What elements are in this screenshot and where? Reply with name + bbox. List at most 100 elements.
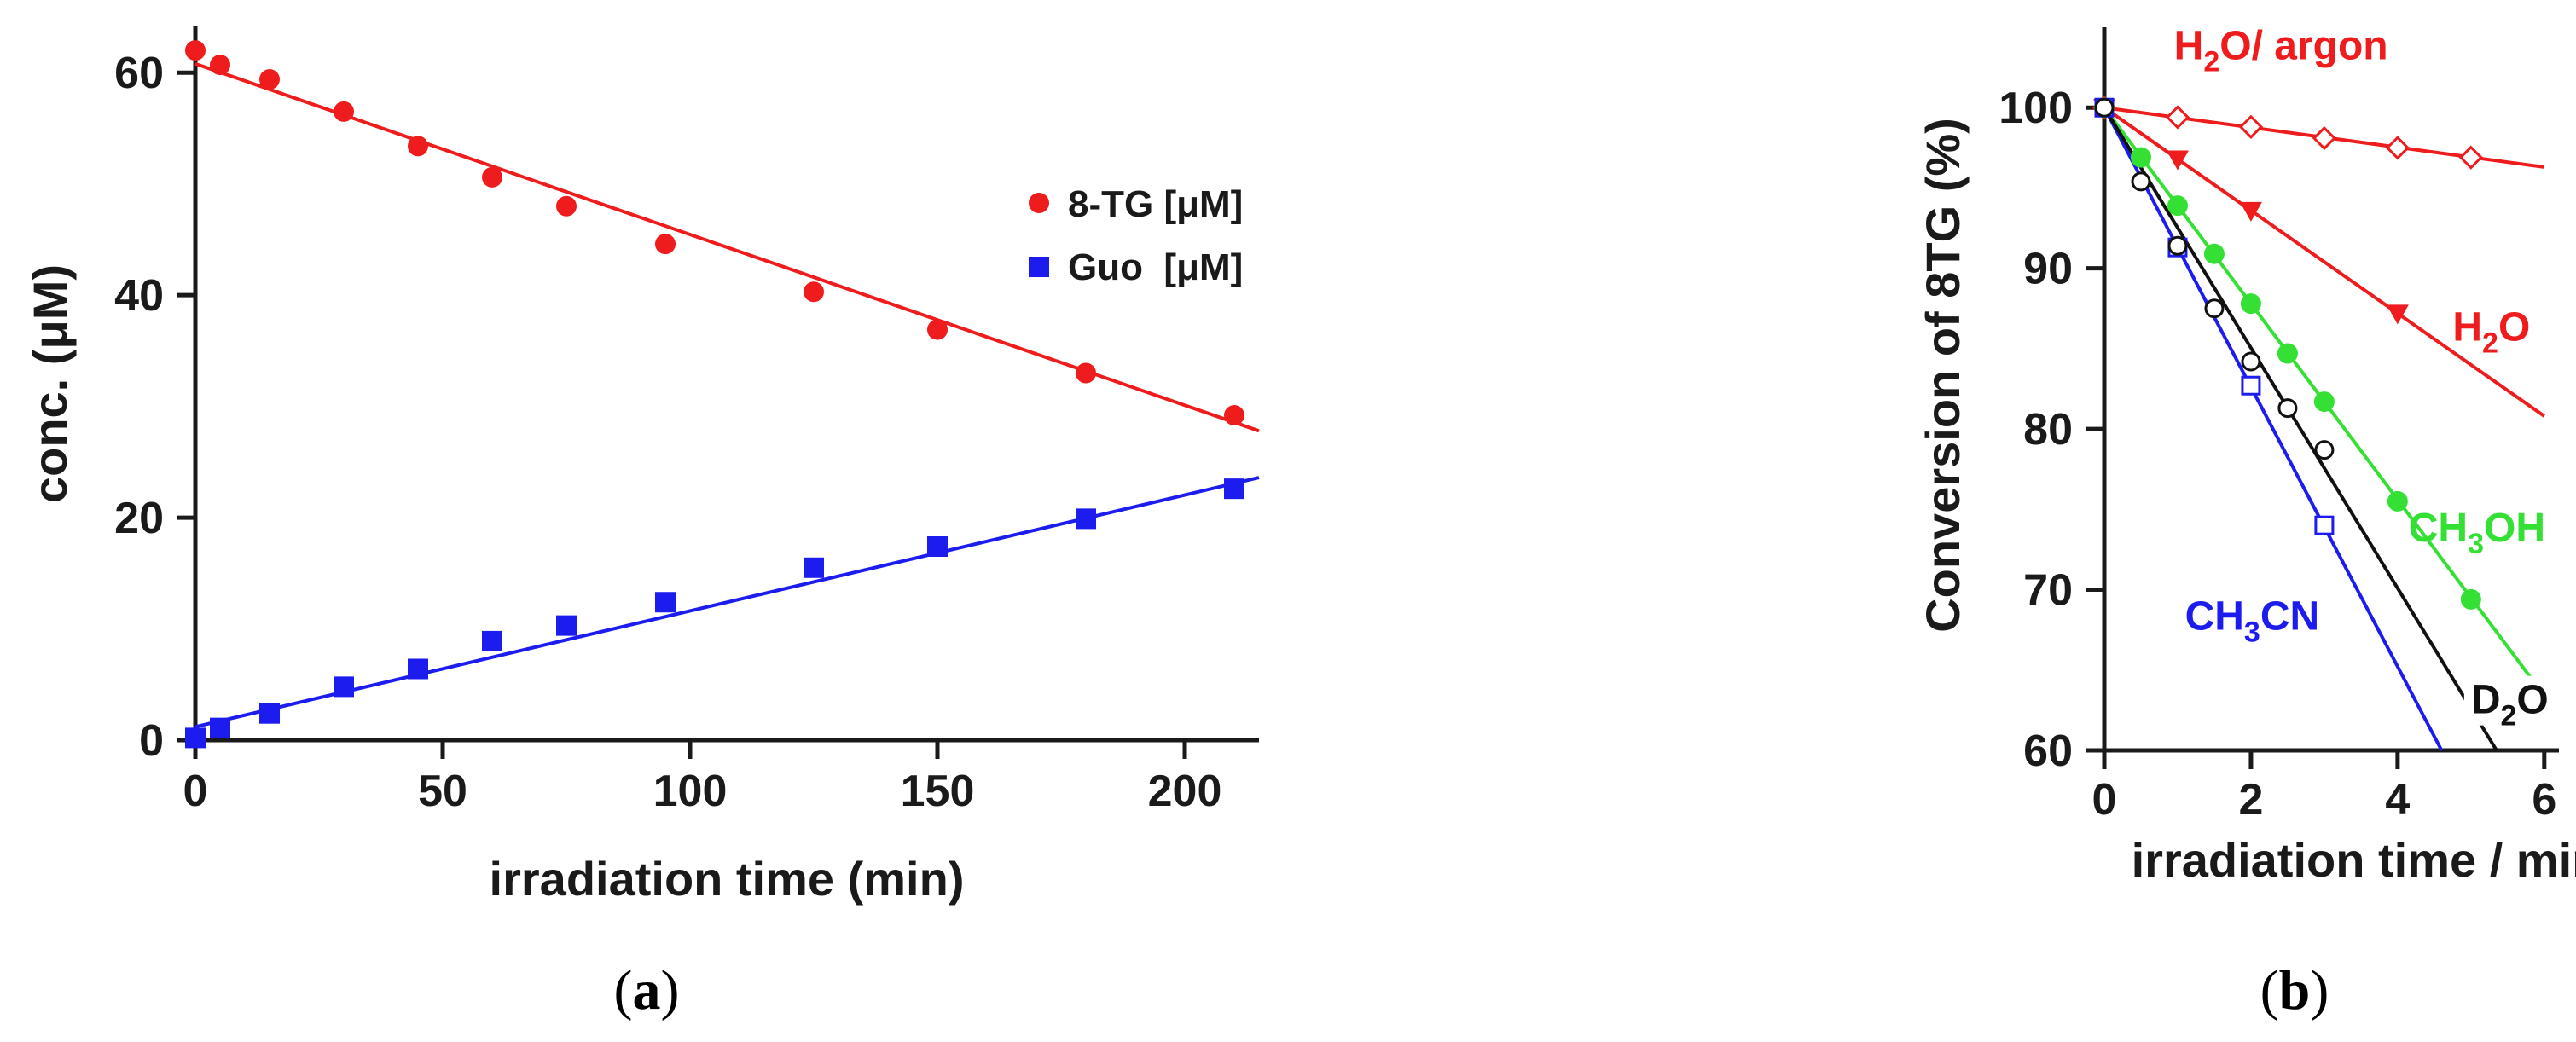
legend-guo-label: Guo [μM] bbox=[1068, 246, 1243, 288]
panel-b-open: ( bbox=[2260, 959, 2279, 1022]
chart-b-series-4-point bbox=[2167, 235, 2188, 256]
chart-b-y-axis-title: Conversion of 8TG (%) bbox=[1916, 118, 1970, 633]
chart-b-y-tick-label: 70 bbox=[2023, 566, 2073, 616]
chart-a-series-0-point bbox=[408, 136, 428, 157]
chart-b-y-tick-label: 80 bbox=[2023, 405, 2073, 454]
chart-a-series-0-point bbox=[927, 319, 948, 340]
chart-a-series-0-point bbox=[1224, 405, 1244, 426]
chart-a-points bbox=[185, 40, 1244, 749]
chart-b-series-2-point bbox=[2167, 195, 2188, 217]
chart-a-series-0-point bbox=[482, 166, 502, 188]
chart-a-x-axis-title: irradiation time (min) bbox=[490, 852, 965, 906]
chart-b-series-1-point bbox=[2239, 201, 2262, 222]
chart-a-fit-lines bbox=[194, 61, 1260, 729]
chart-b-series-3-fit-line bbox=[2103, 107, 2444, 751]
chart-a-y-axis-title: conc. (μM) bbox=[23, 264, 77, 503]
chart-a-series-1-point bbox=[185, 727, 206, 749]
chart-a-series-1-point bbox=[1224, 478, 1244, 500]
chart-a-series-0-point bbox=[804, 281, 824, 303]
chart-a-series-1-point bbox=[334, 676, 354, 698]
chart-a-y-tick-label: 40 bbox=[114, 271, 164, 321]
chart-b-series-0-point bbox=[2165, 105, 2190, 130]
legend-8tg-label: 8-TG [μM] bbox=[1068, 183, 1243, 225]
chart-b-y-tick-label: 90 bbox=[2023, 245, 2073, 294]
chart-a-series-0-point bbox=[185, 40, 206, 61]
chart-b-x-tick-label: 6 bbox=[2532, 775, 2556, 825]
panel-a-caption: (a) bbox=[614, 959, 680, 1022]
chart-b-series-2-label: CH3OH bbox=[2409, 506, 2545, 560]
chart-b-series-2-point bbox=[2130, 147, 2151, 168]
chart-b-series-0-label: H2O/ argon bbox=[2174, 24, 2388, 78]
d2o-label-background bbox=[2463, 675, 2565, 726]
chart-b-series-4-point bbox=[2131, 171, 2151, 192]
chart-b-series-4-point bbox=[2314, 440, 2335, 460]
chart-b-series-1-label: H2O bbox=[2452, 304, 2530, 359]
chart-b-series-3-point bbox=[2314, 515, 2335, 535]
chart-a-x-tick-label: 50 bbox=[418, 767, 467, 816]
chart-b-series-0-point bbox=[2312, 125, 2337, 151]
chart-b-x-tick-label: 0 bbox=[2092, 775, 2117, 825]
chart-a-series-1-point bbox=[556, 615, 577, 636]
chart-a-y-tick-label: 20 bbox=[114, 494, 164, 543]
chart-a-series-0-point bbox=[334, 101, 354, 122]
chart-a-series-1-point bbox=[259, 703, 280, 724]
chart-b-y-tick-label: 60 bbox=[2023, 727, 2073, 776]
panel-a-close: ) bbox=[661, 959, 680, 1022]
chart-b-series-4-fit-line bbox=[2103, 107, 2498, 752]
chart-a: 0 50 100 150 200 0 20 40 60 irradiation time (mi… bbox=[23, 26, 1260, 906]
chart-b-ticks: 0 2 4 6 60 70 80 90 100 bbox=[1999, 84, 2556, 825]
chart-b-series-0-point bbox=[2385, 136, 2410, 160]
chart-a-x-tick-label: 150 bbox=[901, 767, 975, 816]
chart-b-series-3-point bbox=[2241, 375, 2261, 396]
panel-b-close: ) bbox=[2310, 959, 2329, 1022]
chart-a-y-tick-label: 60 bbox=[114, 49, 164, 98]
chart-b-x-tick-label: 2 bbox=[2238, 775, 2263, 825]
chart-b-series-2-point bbox=[2277, 343, 2298, 364]
chart-b-series-2-point bbox=[2240, 293, 2261, 315]
chart-b-series-4-point bbox=[2277, 398, 2298, 419]
chart-b-series-0-point bbox=[2238, 114, 2264, 139]
chart-a-series-1-point bbox=[927, 535, 948, 557]
chart-b-series-2-point bbox=[2203, 243, 2225, 264]
chart-b-series-labels: H2O/ argon H2O CH3OH CH3CN D2O bbox=[2174, 24, 2565, 732]
panel-a-open: ( bbox=[614, 959, 633, 1022]
chart-a-x-tick-label: 100 bbox=[653, 767, 728, 816]
chart-a-series-1-point bbox=[210, 717, 230, 738]
chart-b: 0 2 4 6 60 70 80 90 100 H2O/ argon H2O CH3OH CH3CN D… bbox=[1916, 24, 2576, 887]
chart-b-series-4-point bbox=[2204, 298, 2225, 319]
chart-a-x-tick-label: 200 bbox=[1148, 767, 1222, 816]
chart-a-series-1-point bbox=[408, 658, 428, 680]
chart-b-series-1-point bbox=[2386, 304, 2409, 325]
chart-b-points bbox=[2092, 96, 2555, 706]
chart-a-series-0-point bbox=[655, 234, 676, 255]
panel-a-letter: a bbox=[633, 959, 661, 1022]
chart-a-series-1-point bbox=[804, 557, 824, 578]
chart-a-legend: 8-TG [μM] Guo [μM] bbox=[1029, 183, 1243, 288]
chart-b-series-2-point bbox=[2460, 588, 2481, 610]
chart-a-series-0-point bbox=[210, 55, 230, 76]
chart-b-x-axis-title: irradiation time / min bbox=[2132, 833, 2576, 887]
chart-b-series-3-label: CH3CN bbox=[2185, 594, 2320, 649]
legend-guo-marker bbox=[1029, 257, 1049, 277]
chart-a-ticks: 0 50 100 150 200 0 20 40 60 bbox=[114, 49, 1221, 816]
legend-8tg-marker bbox=[1029, 193, 1049, 213]
panel-b-letter: b bbox=[2279, 959, 2311, 1022]
chart-a-series-0-point bbox=[259, 69, 280, 90]
chart-b-series-0-point bbox=[2458, 145, 2483, 170]
chart-b-series-1-point bbox=[2166, 150, 2189, 171]
chart-b-series-2-point bbox=[2313, 391, 2335, 413]
chart-b-series-4-point bbox=[2094, 97, 2115, 118]
chart-b-series-2-point bbox=[2387, 490, 2408, 512]
chart-a-series-1-point bbox=[482, 630, 502, 651]
chart-a-series-0-point bbox=[556, 195, 577, 217]
chart-a-y-tick-label: 0 bbox=[139, 716, 164, 766]
chart-b-series-4-label: D2O bbox=[2471, 678, 2549, 732]
chart-b-y-tick-label: 100 bbox=[1999, 84, 2073, 133]
chart-a-series-1-point bbox=[655, 592, 676, 613]
chart-b-series-4-point bbox=[2241, 351, 2261, 372]
chart-a-series-1-fit-line bbox=[194, 476, 1260, 729]
chart-a-series-1-point bbox=[1076, 508, 1096, 530]
chart-a-series-0-point bbox=[1076, 362, 1096, 384]
chart-a-x-tick-label: 0 bbox=[183, 767, 208, 816]
